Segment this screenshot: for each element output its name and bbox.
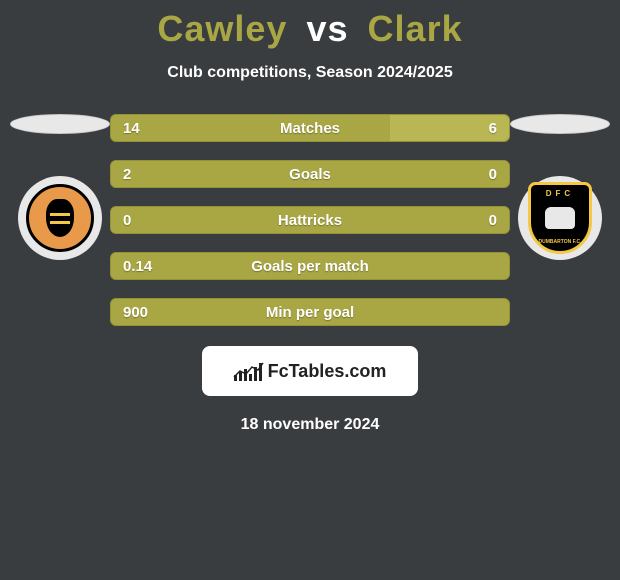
date-text: 18 november 2024	[0, 416, 620, 434]
player1-avatar-placeholder	[10, 114, 110, 134]
versus-text: vs	[306, 8, 348, 49]
brand-text: FcTables.com	[268, 361, 387, 382]
chart-icon	[234, 361, 262, 381]
stat-row: 0.14Goals per match	[110, 252, 510, 280]
stat-value-right: 6	[489, 120, 497, 137]
stat-row: 0Hattricks0	[110, 206, 510, 234]
player1-name: Cawley	[157, 8, 287, 49]
stat-value-right: 0	[489, 212, 497, 229]
stat-value-right: 0	[489, 166, 497, 183]
wasp-icon	[46, 199, 74, 237]
player2-column	[510, 114, 610, 260]
comparison-title: Cawley vs Clark	[0, 0, 620, 50]
stat-row: 2Goals0	[110, 160, 510, 188]
player1-club-badge	[18, 176, 102, 260]
stats-container: 14Matches62Goals00Hattricks00.14Goals pe…	[110, 114, 510, 326]
stat-row: 900Min per goal	[110, 298, 510, 326]
dumbarton-shield	[528, 182, 592, 254]
stat-row: 14Matches6	[110, 114, 510, 142]
content-area: 14Matches62Goals00Hattricks00.14Goals pe…	[0, 114, 620, 434]
brand-badge[interactable]: FcTables.com	[202, 346, 418, 396]
player1-column	[10, 114, 110, 260]
player2-avatar-placeholder	[510, 114, 610, 134]
stat-label: Min per goal	[111, 304, 509, 321]
trend-line-icon	[233, 361, 265, 381]
stat-label: Matches	[111, 120, 509, 137]
subtitle: Club competitions, Season 2024/2025	[0, 64, 620, 82]
stat-label: Hattricks	[111, 212, 509, 229]
player2-name: Clark	[368, 8, 463, 49]
stat-label: Goals per match	[111, 258, 509, 275]
player2-club-badge	[518, 176, 602, 260]
alloa-badge-inner	[26, 184, 94, 252]
stat-label: Goals	[111, 166, 509, 183]
elephant-icon	[545, 207, 575, 229]
